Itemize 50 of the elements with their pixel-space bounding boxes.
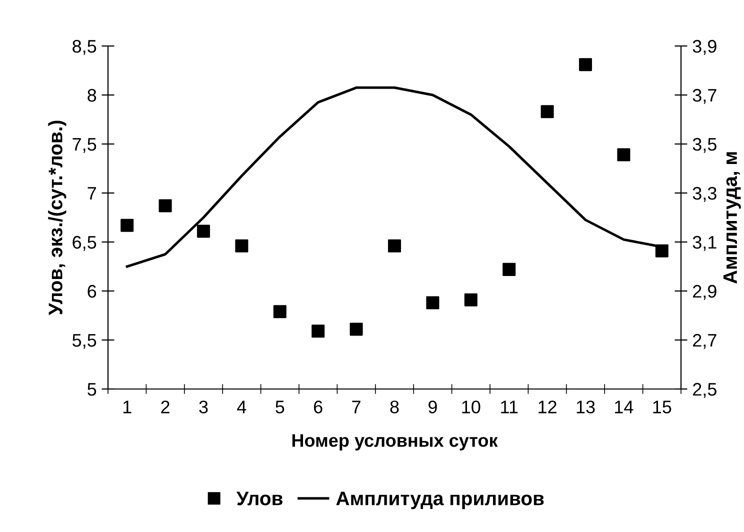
- point: [158, 199, 172, 212]
- x-tick-label: 9: [428, 400, 437, 414]
- x-tick-label: 3: [199, 400, 208, 414]
- y2-tick-label: 3,9: [692, 40, 716, 55]
- y-axis-title: Улов, экз./(сут.*лов.): [48, 120, 66, 316]
- y2-tick-label: 3,7: [692, 88, 716, 104]
- y-tick-label: 7,5: [72, 138, 96, 153]
- y-tick-label: 8: [88, 88, 96, 102]
- y2-tick-label: 2,7: [693, 334, 716, 349]
- y2-tick-label: 3,1: [692, 236, 716, 251]
- point: [578, 58, 592, 72]
- x-tick-label: 13: [576, 400, 595, 414]
- point: [426, 296, 440, 310]
- y-tick-label: 5,5: [72, 334, 96, 349]
- legend-label: Амплитуда приливов: [336, 492, 544, 510]
- x-tick-label: 12: [538, 400, 556, 414]
- legend-label: Улов: [236, 492, 282, 506]
- point: [617, 148, 630, 162]
- x-tick-label: 10: [462, 400, 480, 414]
- x-tick-label: 6: [314, 400, 322, 414]
- point: [502, 262, 516, 276]
- y2-tick-label: 2,9: [693, 284, 716, 300]
- point: [196, 224, 210, 238]
- point: [540, 105, 554, 118]
- point: [312, 324, 325, 338]
- point: [120, 218, 134, 232]
- point: [388, 239, 402, 252]
- y-tick-label: 6: [88, 284, 96, 298]
- x-tick-label: 14: [615, 400, 634, 414]
- x-tick-label: 5: [276, 400, 284, 414]
- y2-tick-label: 3,3: [692, 186, 716, 202]
- y2-tick-label: 2,5: [693, 382, 716, 398]
- y2-axis-title: Амплитуда, м: [723, 152, 741, 284]
- y2-tick-label: 3,5: [692, 138, 716, 153]
- point: [464, 293, 478, 306]
- y-tick-label: 5: [88, 383, 96, 396]
- y-tick-label: 7: [88, 187, 96, 200]
- x-tick-label: 11: [501, 400, 518, 414]
- x-tick-label: 8: [390, 400, 399, 414]
- point: [235, 239, 248, 252]
- x-tick-label: 4: [237, 400, 246, 414]
- y-tick-label: 8,5: [72, 40, 96, 55]
- x-tick-label: 1: [123, 400, 132, 414]
- y-tick-label: 6,5: [72, 236, 96, 251]
- x-tick-label: 2: [161, 400, 170, 414]
- x-axis-title: Номер условных суток: [292, 434, 498, 450]
- x-tick-label: 15: [653, 400, 672, 414]
- point: [273, 305, 286, 318]
- x-tick-label: 7: [352, 400, 360, 414]
- point: [350, 322, 363, 336]
